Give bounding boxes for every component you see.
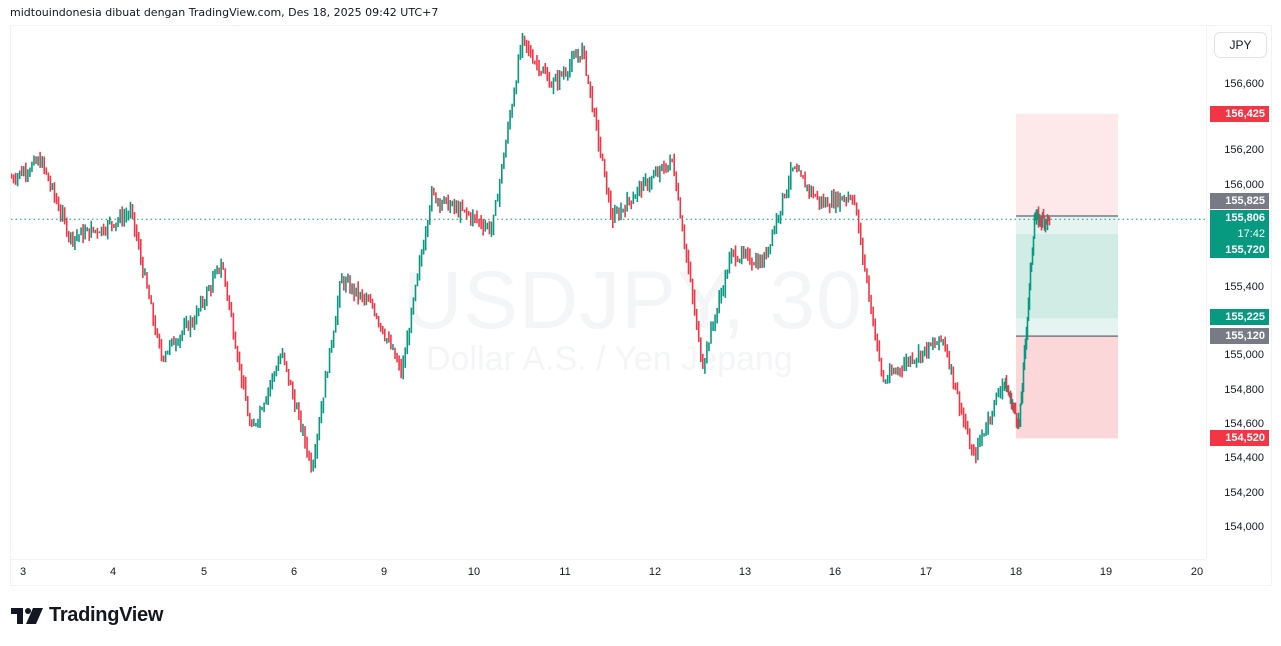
price-tick: 155,400 (1224, 281, 1264, 293)
position-bottom-label: 155,120 (1210, 328, 1269, 344)
time-tick: 3 (19, 566, 27, 578)
time-tick: 5 (200, 566, 208, 578)
time-tick: 20 (1190, 566, 1204, 578)
time-axis[interactable]: 3 4 5 6 9 10 11 12 13 16 17 18 19 20 (11, 559, 1206, 585)
chart-plot-area[interactable]: USDJPY, 30 Dollar A.S. / Yen Jepang (11, 26, 1206, 559)
time-tick: 10 (467, 566, 481, 578)
price-tick: 154,600 (1224, 418, 1264, 430)
price-bars (11, 32, 1206, 473)
description-watermark: Dollar A.S. / Yen Jepang (426, 340, 793, 378)
currency-button[interactable]: JPY (1214, 32, 1267, 58)
time-tick: 12 (648, 566, 662, 578)
entry-price-value: 155,720 (1225, 244, 1265, 256)
price-tick: 154,000 (1224, 521, 1264, 533)
chart-attribution: midtouindonesia dibuat dengan TradingVie… (10, 6, 439, 19)
tradingview-logo[interactable]: TradingView (11, 604, 163, 627)
time-tick: 11 (559, 566, 571, 578)
price-axis[interactable]: JPY 156,600 156,200 156,000 155,400 155,… (1206, 26, 1272, 559)
price-tick: 155,000 (1224, 349, 1264, 361)
price-tick: 154,400 (1224, 452, 1264, 464)
time-tick: 19 (1099, 566, 1113, 578)
chart-frame (10, 25, 1272, 586)
last-price-label: 155,806 17:42 155,720 (1210, 210, 1269, 258)
stop-price-label: 154,520 (1210, 430, 1269, 446)
time-tick: 16 (828, 566, 842, 578)
time-tick: 4 (109, 566, 117, 578)
time-tick: 18 (1009, 566, 1023, 578)
time-tick: 13 (738, 566, 752, 578)
time-tick: 6 (290, 566, 298, 578)
bar-countdown: 17:42 (1237, 228, 1265, 240)
price-tick: 156,000 (1224, 179, 1264, 191)
price-tick: 154,800 (1224, 384, 1264, 396)
symbol-watermark: USDJPY, 30 (403, 255, 863, 346)
target-price-label: 156,425 (1210, 106, 1269, 122)
time-tick: 9 (380, 566, 388, 578)
last-price-value: 155,806 (1225, 212, 1265, 224)
entry-lower-label: 155,225 (1210, 309, 1269, 325)
price-tick: 154,200 (1224, 487, 1264, 499)
tradingview-logo-text: TradingView (49, 604, 164, 626)
price-tick: 156,200 (1224, 144, 1264, 156)
tradingview-logo-icon (11, 607, 43, 624)
price-tick: 156,600 (1224, 78, 1264, 90)
time-tick: 17 (919, 566, 933, 578)
position-top-label: 155,825 (1210, 193, 1269, 209)
